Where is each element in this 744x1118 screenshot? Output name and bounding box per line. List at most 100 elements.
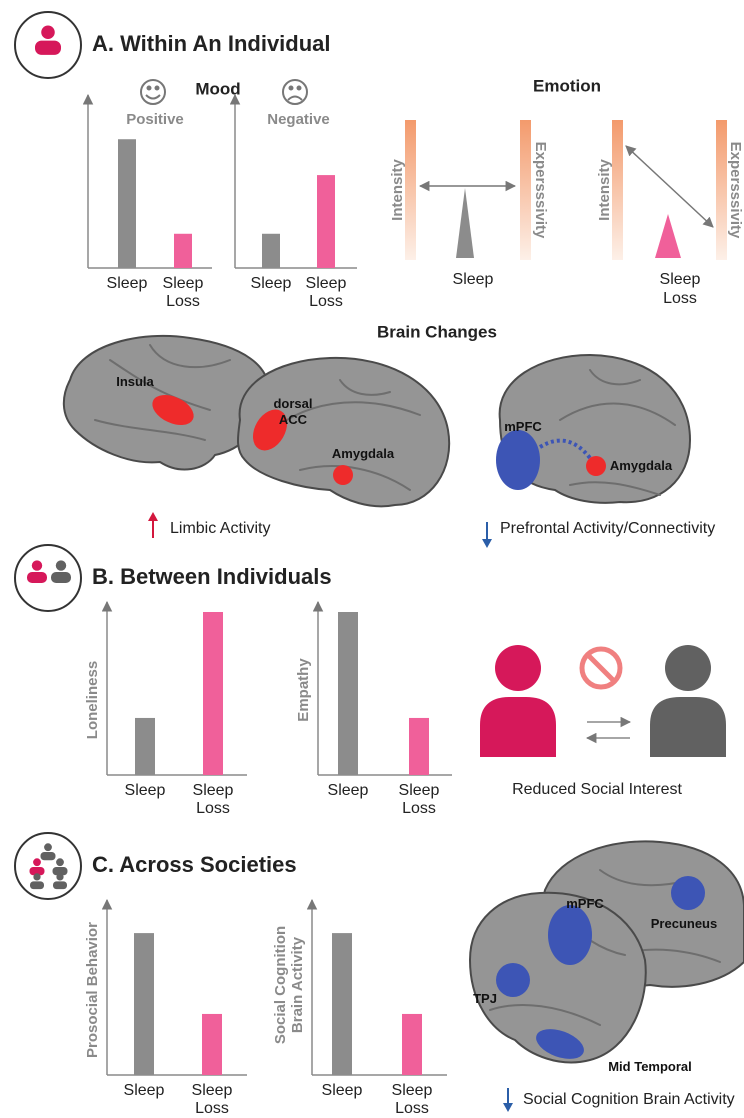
- scale-label: Intensity: [389, 159, 406, 221]
- x-tick-label-line: Sleep: [163, 275, 204, 292]
- region-label-line: dorsal: [273, 396, 312, 411]
- person-body: [650, 697, 726, 757]
- x-tick-label-line: Sleep: [125, 782, 166, 799]
- y-axis-label-line: Social Cognition: [272, 926, 289, 1044]
- x-tick-label-line: Sleep: [192, 1082, 233, 1099]
- region-label: TPJ: [473, 991, 497, 1006]
- region-label: dorsalACC: [273, 396, 312, 427]
- figure: A. Within An Individual B. Between Indiv…: [0, 0, 744, 1118]
- region-label-line: Precuneus: [651, 916, 717, 931]
- x-tick-label-line: Sleep: [107, 275, 148, 292]
- scale-label: Expersssivity: [727, 142, 744, 239]
- x-tick-label: Sleep: [124, 1082, 165, 1099]
- region-label: Insula: [116, 374, 154, 389]
- section-title: C. Across Societies: [92, 852, 297, 877]
- region-label-line: ACC: [279, 412, 308, 427]
- x-tick-label-line: Loss: [196, 800, 230, 817]
- y-axis-label: Empathy: [295, 658, 312, 722]
- x-tick-label: Sleep: [322, 1082, 363, 1099]
- section-title: A. Within An Individual: [92, 31, 331, 56]
- caption: Reduced Social Interest: [512, 781, 682, 798]
- region-label: Amygdala: [610, 458, 673, 473]
- section-icons: [15, 12, 81, 899]
- caption: Social Cognition Brain Activity: [523, 1091, 735, 1108]
- x-tick-label: Sleep: [107, 275, 148, 292]
- scale-caption: Sleep: [453, 271, 494, 288]
- mood-title: Mood: [195, 79, 240, 98]
- scale-caption-line: Loss: [663, 290, 697, 307]
- scale-caption: Sleep Loss: [660, 271, 701, 307]
- bar: [202, 1014, 222, 1075]
- x-tick-label-line: Sleep: [251, 275, 292, 292]
- person-icon-body: [41, 852, 56, 860]
- bar: [402, 1014, 422, 1075]
- social-interest-graphic: [582, 649, 630, 738]
- bar: [135, 718, 155, 775]
- x-tick-label-line: Sleep: [399, 782, 440, 799]
- brain-illustrations-c: [470, 841, 744, 1112]
- scale-caption-line: Sleep: [660, 271, 701, 288]
- x-tick-label-line: Sleep: [306, 275, 347, 292]
- brain-title: Brain Changes: [377, 322, 497, 341]
- person-icon-body: [51, 572, 71, 583]
- x-tick-label-line: Loss: [166, 293, 200, 310]
- chart-subtitle: Negative: [267, 111, 330, 128]
- caption: Limbic Activity: [170, 520, 270, 537]
- bar: [203, 612, 223, 775]
- y-axis-label-line: Empathy: [295, 658, 312, 722]
- x-tick-label-line: Loss: [395, 1100, 429, 1117]
- bar: [317, 175, 335, 268]
- region-label-line: mPFC: [504, 419, 542, 434]
- scale-label: Intensity: [596, 159, 613, 221]
- bar: [118, 139, 136, 268]
- region-label-line: Insula: [116, 374, 154, 389]
- region-label-line: Mid Temporal: [608, 1059, 692, 1074]
- person-icon-head: [56, 873, 63, 880]
- x-tick-label: Sleep: [251, 275, 292, 292]
- person-icon-body: [27, 572, 47, 583]
- y-axis-label-line: Prosocial Behavior: [84, 922, 101, 1058]
- x-tick-label-line: Sleep: [328, 782, 369, 799]
- y-axis-label: Loneliness: [84, 661, 101, 739]
- x-tick-label-line: Loss: [195, 1100, 229, 1117]
- scale-caption-line: Sleep: [453, 271, 494, 288]
- x-tick-label-line: Sleep: [392, 1082, 433, 1099]
- person-icon-body: [30, 881, 44, 889]
- person-icon-head: [41, 26, 55, 40]
- section-title: B. Between Individuals: [92, 564, 332, 589]
- person-icon-head: [56, 858, 64, 866]
- y-axis-label-line: Brain Activity: [289, 936, 306, 1033]
- x-tick-label: Sleep: [328, 782, 369, 799]
- region-label-line: TPJ: [473, 991, 497, 1006]
- region-label: mPFC: [566, 896, 604, 911]
- y-axis-label: Social CognitionBrain Activity: [272, 926, 306, 1044]
- emotion-graphics: [405, 120, 727, 260]
- person-body: [480, 697, 556, 757]
- person-icon-head: [56, 560, 66, 570]
- person-icon-body: [53, 881, 67, 889]
- person-icon-head: [33, 873, 40, 880]
- scale-label: Expersssivity: [532, 142, 549, 239]
- person-icon-body: [35, 41, 61, 55]
- person-icon-head: [44, 843, 52, 851]
- x-tick-label-line: Loss: [309, 293, 343, 310]
- person-icon-head: [33, 858, 41, 866]
- x-tick-label-line: Loss: [402, 800, 436, 817]
- y-axis-label-line: Loneliness: [84, 661, 101, 739]
- chart-subtitle: Positive: [126, 111, 184, 128]
- brain-illustrations-a: [64, 336, 690, 548]
- bar: [332, 933, 352, 1075]
- bar: [134, 933, 154, 1075]
- bar: [409, 718, 429, 775]
- y-axis-label: Prosocial Behavior: [84, 922, 101, 1058]
- region-label: mPFC: [504, 419, 542, 434]
- x-tick-label-line: Sleep: [124, 1082, 165, 1099]
- bar: [262, 234, 280, 268]
- page: { "panel_a": { "title": "A. Within An In…: [0, 0, 744, 1118]
- region-label: Precuneus: [651, 916, 717, 931]
